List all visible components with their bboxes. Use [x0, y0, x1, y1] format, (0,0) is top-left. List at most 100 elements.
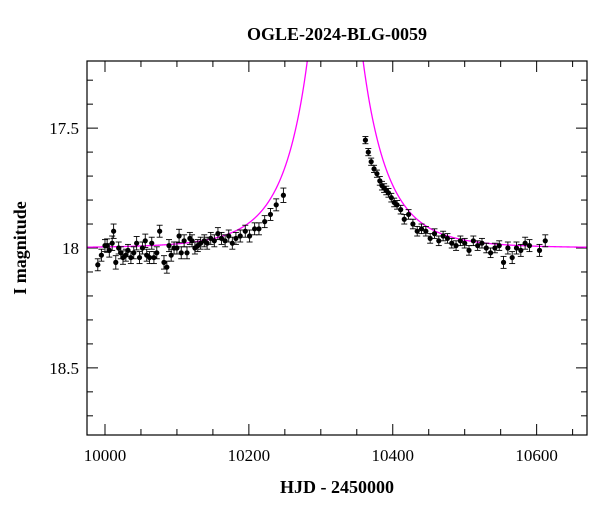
y-tick-label: 17.5 [49, 119, 79, 138]
point-marker [449, 240, 455, 246]
point-marker [149, 240, 155, 246]
point-marker [98, 252, 104, 258]
point-marker [410, 221, 416, 227]
data-point [517, 243, 524, 257]
point-marker [233, 235, 239, 242]
point-marker [109, 240, 115, 246]
data-point [232, 231, 239, 245]
data-point [435, 235, 442, 247]
y-tick-label: 18 [62, 239, 79, 258]
point-marker [522, 240, 528, 246]
x-tick-label: 10600 [515, 446, 558, 465]
data-point [273, 198, 280, 212]
data-point [461, 237, 468, 249]
point-marker [500, 259, 507, 265]
data-point [457, 235, 464, 247]
data-point [453, 240, 460, 251]
data-point [148, 236, 155, 250]
point-marker [374, 171, 380, 177]
point-marker [513, 245, 520, 251]
point-marker [405, 211, 412, 218]
point-marker [252, 226, 258, 232]
x-tick-label: 10200 [228, 446, 271, 465]
point-marker [222, 238, 228, 244]
data-point [173, 241, 180, 255]
point-marker [492, 245, 498, 251]
data-point [513, 241, 520, 255]
point-marker [518, 247, 524, 253]
tick-labels: 10000 10200 10400 10600 17.5 18 18.5 [49, 119, 558, 465]
data-point [414, 225, 421, 237]
point-marker [256, 226, 262, 232]
point-marker [174, 245, 180, 251]
data-point [526, 239, 533, 253]
point-marker [134, 240, 140, 246]
point-marker [444, 235, 451, 242]
data-point [368, 157, 375, 166]
point-marker [418, 226, 425, 232]
point-marker [181, 238, 187, 244]
point-marker [168, 252, 174, 258]
point-marker [368, 159, 374, 165]
point-marker [215, 231, 221, 237]
data-point [130, 246, 137, 260]
data-point [487, 247, 494, 259]
point-marker [394, 202, 400, 208]
point-marker [487, 250, 494, 256]
data-point [409, 218, 416, 230]
point-marker [229, 240, 235, 246]
point-marker [237, 233, 243, 239]
data-point [133, 236, 140, 251]
data-point [474, 240, 481, 251]
point-marker [125, 247, 131, 253]
point-marker [104, 243, 110, 249]
data-point [214, 227, 221, 241]
x-tick-label: 10000 [84, 446, 127, 465]
y-tick-label: 18.5 [49, 359, 79, 378]
data-point [522, 236, 529, 250]
point-marker [414, 228, 420, 234]
data-point [229, 236, 236, 250]
point-marker [475, 243, 481, 249]
point-marker [273, 202, 279, 208]
point-marker [365, 149, 371, 155]
point-marker [178, 250, 184, 256]
point-marker [440, 233, 446, 239]
point-marker [226, 233, 232, 239]
x-tick-label: 10400 [372, 446, 415, 465]
data-point [385, 188, 392, 198]
data-point [448, 237, 455, 249]
point-marker [176, 233, 182, 239]
point-marker [496, 243, 502, 249]
point-marker [457, 238, 463, 244]
point-marker [401, 216, 407, 222]
data-point [500, 255, 507, 269]
data-point [394, 200, 401, 210]
data-point [153, 246, 160, 260]
data-point [483, 242, 490, 254]
data-point [94, 258, 101, 272]
data-point [267, 207, 274, 221]
data-point [136, 251, 143, 265]
point-marker [462, 240, 468, 246]
data-point [255, 222, 262, 236]
point-marker [111, 228, 117, 234]
point-marker [423, 228, 429, 234]
data-point [218, 231, 225, 245]
plot-frame [86, 60, 588, 436]
point-marker [542, 238, 548, 244]
data-point [496, 240, 503, 251]
data-point [261, 215, 268, 229]
data-point [156, 224, 163, 238]
point-marker [371, 166, 377, 172]
point-marker [161, 259, 167, 265]
data-point [184, 246, 190, 260]
point-marker [427, 235, 433, 242]
data-point [491, 242, 498, 254]
point-marker [211, 238, 217, 244]
point-marker [262, 219, 268, 225]
data-point [142, 233, 149, 248]
axis-ticks [87, 61, 587, 435]
data-point [418, 223, 425, 235]
